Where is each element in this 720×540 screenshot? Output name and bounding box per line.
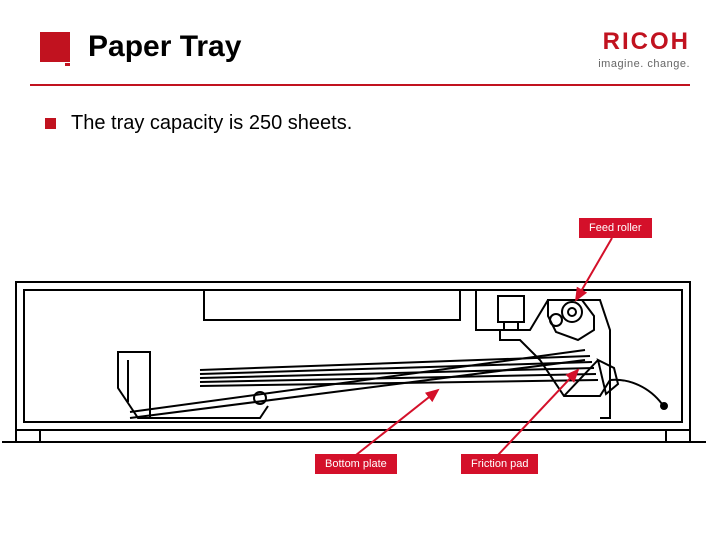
callout-friction-pad: Friction pad (461, 454, 538, 474)
callout-bottom-plate: Bottom plate (315, 454, 397, 474)
callout-feed-roller: Feed roller (579, 218, 652, 238)
